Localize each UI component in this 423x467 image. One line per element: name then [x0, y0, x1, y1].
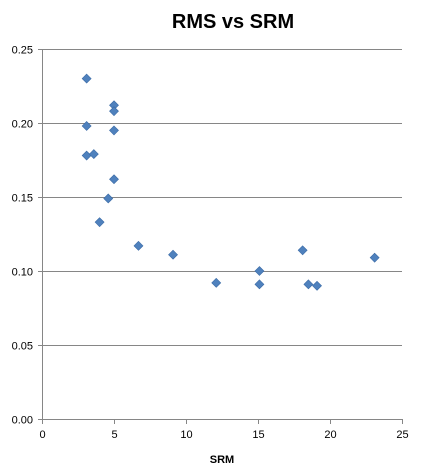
data-point	[81, 121, 92, 131]
y-tick-label: 0.00	[12, 415, 33, 427]
x-tick-label: 15	[252, 429, 264, 441]
data-point	[81, 73, 92, 84]
data-point	[254, 266, 265, 276]
data-point	[168, 249, 178, 260]
data-point	[312, 280, 322, 291]
x-tick-label: 25	[396, 429, 408, 441]
data-point	[103, 193, 114, 204]
data-point	[303, 279, 314, 290]
data-point	[109, 174, 119, 185]
data-point	[94, 217, 105, 228]
data-point	[297, 245, 308, 256]
y-tick-label: 0.15	[12, 193, 33, 205]
data-point	[369, 252, 380, 263]
data-point	[109, 125, 119, 136]
x-tick-labels: 0 5 10 15 20 25	[39, 429, 408, 441]
data-point	[88, 149, 99, 160]
data-points	[81, 73, 380, 291]
data-point	[211, 277, 222, 288]
x-tick-label: 0	[39, 429, 45, 441]
x-tick-label: 5	[111, 429, 117, 441]
axes	[38, 49, 403, 424]
x-tick-label: 20	[324, 429, 336, 441]
y-tick-label: 0.10	[12, 267, 33, 279]
data-point	[254, 279, 265, 290]
y-tick-labels: 0.00 0.05 0.10 0.15 0.20 0.25	[12, 45, 33, 427]
chart-title: RMS vs SRM	[172, 11, 294, 33]
y-tick-label: 0.25	[12, 45, 33, 57]
data-point	[133, 240, 144, 251]
x-axis-label: SRM	[210, 454, 234, 466]
x-tick-label: 10	[180, 429, 192, 441]
y-tick-label: 0.20	[12, 119, 33, 131]
y-tick-label: 0.05	[12, 341, 33, 353]
data-point	[109, 106, 119, 117]
data-point	[81, 150, 92, 161]
gridlines	[42, 49, 402, 346]
